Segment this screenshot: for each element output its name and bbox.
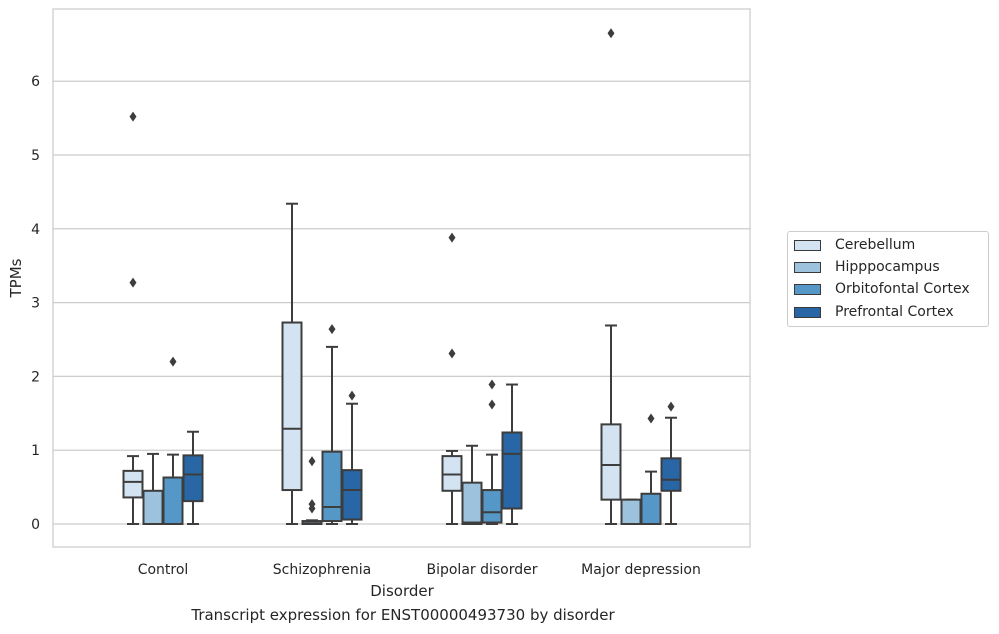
x-tick-labels: Control Schizophrenia Bipolar disorder Majo… (138, 562, 701, 578)
y-axis-label: TPMs (7, 258, 25, 298)
legend-swatch (794, 306, 821, 318)
outlier-point (667, 401, 675, 412)
box-body (600, 423, 622, 501)
y-tick-label: 4 (31, 222, 40, 238)
y-tick-label: 0 (31, 517, 40, 533)
outlier-point (488, 379, 496, 390)
y-tick-label: 6 (31, 74, 40, 90)
legend-item-hippocampus: Hipppocampus (794, 258, 940, 276)
box-body (660, 457, 682, 492)
y-tick-label: 3 (31, 296, 40, 312)
outlier-point (169, 356, 177, 367)
y-tick-label: 1 (31, 443, 40, 459)
legend: Cerebellum Hipppocampus Orbitofontal Cor… (787, 231, 989, 327)
box (162, 356, 184, 526)
x-tick-label: Schizophrenia (273, 562, 371, 578)
box (321, 324, 343, 525)
box-body (162, 476, 184, 526)
legend-item-prefrontal-cortex: Prefrontal Cortex (794, 303, 954, 321)
box (301, 456, 323, 525)
box (501, 383, 523, 525)
box-body (142, 489, 164, 526)
legend-item-cerebellum: Cerebellum (794, 236, 915, 254)
x-axis-label: Disorder (370, 582, 434, 600)
outlier-point (129, 111, 137, 122)
box-body (321, 450, 343, 523)
box-body (122, 469, 144, 499)
box-body (441, 455, 463, 492)
box-body (182, 454, 204, 503)
box-body (640, 492, 662, 526)
outlier-point (308, 456, 316, 467)
box-body (501, 431, 523, 510)
box (281, 202, 303, 525)
outlier-point (129, 277, 137, 288)
legend-swatch (794, 283, 821, 295)
grid-lines (53, 80, 750, 525)
box (660, 401, 682, 525)
y-tick-labels: 0 1 2 3 4 5 6 (31, 74, 40, 533)
box-body (281, 321, 303, 492)
box (142, 452, 164, 526)
box (600, 28, 622, 525)
box (640, 413, 662, 526)
outlier-point (328, 324, 336, 335)
legend-label: Prefrontal Cortex (835, 304, 954, 320)
legend-label: Hipppocampus (835, 259, 940, 275)
legend-label: Cerebellum (835, 237, 916, 253)
chart-caption: Transcript expression for ENST0000049373… (191, 606, 615, 624)
box (620, 498, 642, 525)
box-body (481, 489, 503, 524)
outlier-point (348, 390, 356, 401)
x-tick-label: Bipolar disorder (426, 562, 537, 578)
box (341, 390, 363, 525)
box-series (122, 28, 682, 526)
x-tick-label: Control (138, 562, 189, 578)
y-tick-label: 2 (31, 369, 40, 385)
legend-swatch (794, 261, 821, 273)
legend-swatch (794, 239, 821, 251)
box (461, 444, 483, 525)
outlier-point (308, 499, 316, 510)
outlier-point (607, 28, 615, 39)
box (122, 111, 144, 525)
legend-item-orbitofrontal-cortex: Orbitofontal Cortex (794, 280, 970, 298)
box (182, 430, 204, 525)
y-tick-label: 5 (31, 148, 40, 164)
box (481, 379, 503, 525)
box-body (461, 481, 483, 525)
outlier-point (647, 413, 655, 424)
legend-label: Orbitofontal Cortex (835, 281, 970, 297)
x-tick-label: Major depression (581, 562, 701, 578)
outlier-point (448, 232, 456, 243)
plot-frame (52, 8, 751, 548)
box (441, 232, 463, 525)
outlier-point (488, 399, 496, 410)
box-body (341, 469, 363, 521)
outlier-point (448, 348, 456, 359)
box-body (620, 498, 642, 525)
